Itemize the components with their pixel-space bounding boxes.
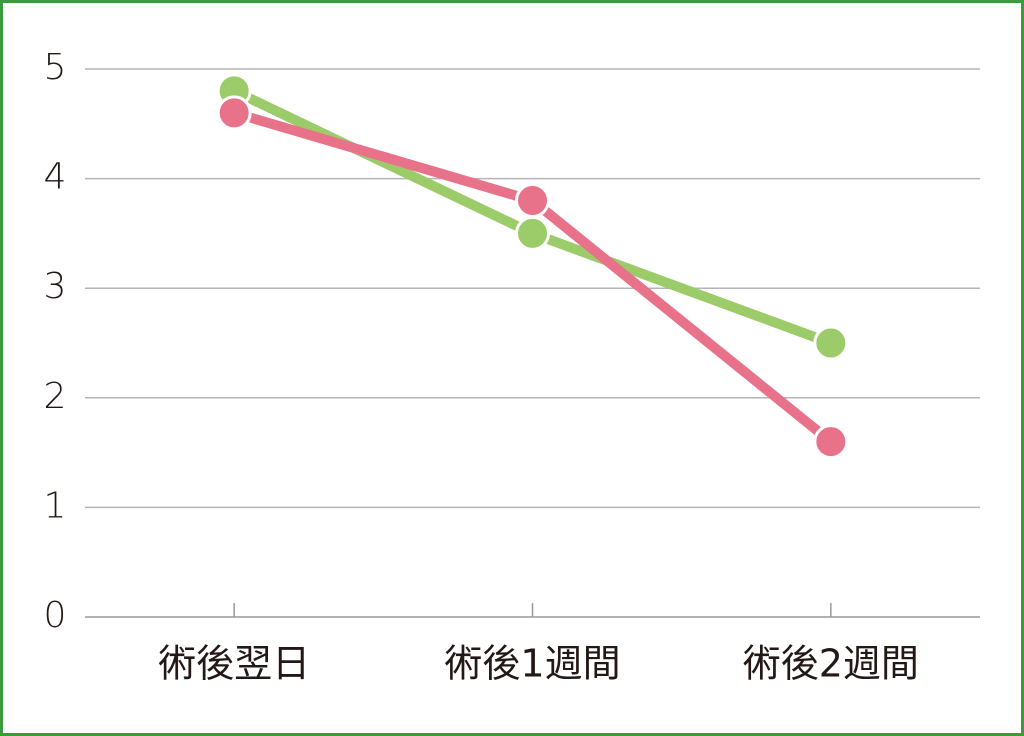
point [813,325,849,361]
point [813,424,849,460]
y-tick-label: 4 [44,157,67,198]
y-tick-label: 5 [44,47,67,88]
y-tick-label: 2 [44,376,67,417]
x-tick-label: 術後1週間 [444,642,620,686]
y-tick-label: 0 [44,595,67,636]
y-tick-label: 3 [44,266,67,307]
y-tick-label: 1 [44,485,67,526]
point [216,95,252,131]
point [515,215,550,251]
point [515,183,550,219]
x-tick-label: 術後翌日 [158,642,310,686]
x-tick-label: 術後2週間 [743,642,919,686]
